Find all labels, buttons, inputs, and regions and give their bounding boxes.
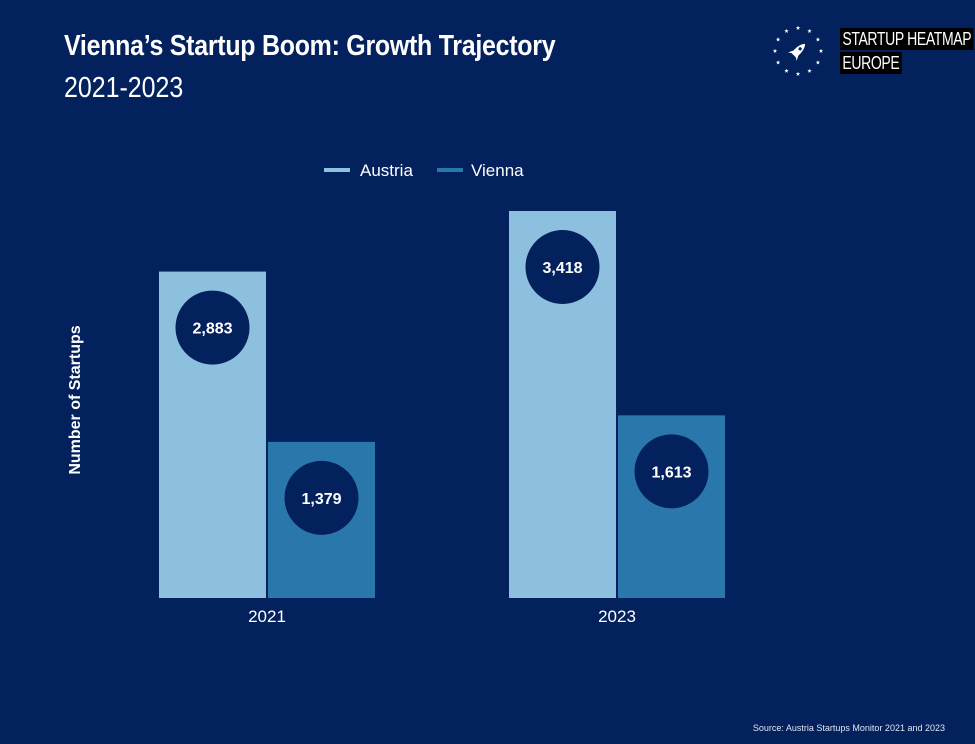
startup-heatmap-logo: STARTUP HEATMAP EUROPE xyxy=(770,22,974,80)
logo-star xyxy=(775,37,781,42)
logo-star xyxy=(784,68,789,73)
source-note: Source: Austria Startups Monitor 2021 an… xyxy=(752,723,945,733)
logo-star xyxy=(772,48,778,53)
data-label-austria-2021: 2,883 xyxy=(192,321,232,338)
value-bubble-vienna-2023 xyxy=(634,434,709,509)
value-bubble-vienna-2021 xyxy=(284,460,359,535)
logo-star xyxy=(807,68,812,73)
logo-star xyxy=(795,25,801,30)
value-bubble-austria-2023 xyxy=(525,230,600,304)
logo-star xyxy=(815,37,821,42)
value-bubble-austria-2021 xyxy=(175,290,250,365)
data-label-vienna-2021: 1,379 xyxy=(301,491,341,508)
x-tick-label-2021: 2021 xyxy=(248,607,286,626)
data-label-vienna-2023: 1,613 xyxy=(651,464,691,481)
logo-star xyxy=(815,60,821,65)
logo-wordmark: STARTUP HEATMAP EUROPE xyxy=(840,28,974,76)
legend-label-vienna: Vienna xyxy=(471,161,524,180)
rocket-stars-icon xyxy=(772,25,824,76)
logo-star xyxy=(795,71,801,76)
x-tick-label-2023: 2023 xyxy=(598,607,636,626)
legend-swatch-austria xyxy=(324,168,350,172)
logo-star xyxy=(818,48,824,53)
y-axis-label: Number of Startups xyxy=(67,325,84,474)
logo-star xyxy=(775,60,781,65)
logo-star xyxy=(784,28,789,33)
logo-line-1: STARTUP HEATMAP xyxy=(840,28,974,50)
legend-label-austria: Austria xyxy=(360,161,413,180)
chart-subtitle: 2021-2023 xyxy=(64,72,184,104)
legend-swatch-vienna xyxy=(437,168,463,172)
chart-title: Vienna’s Startup Boom: Growth Trajectory xyxy=(64,30,556,62)
logo-star xyxy=(807,28,812,33)
logo-line-2: EUROPE xyxy=(840,52,902,74)
bar-chart: Austria Vienna Number of Startups 2,883 1,37… xyxy=(67,161,725,626)
data-label-austria-2023: 3,418 xyxy=(542,260,582,277)
